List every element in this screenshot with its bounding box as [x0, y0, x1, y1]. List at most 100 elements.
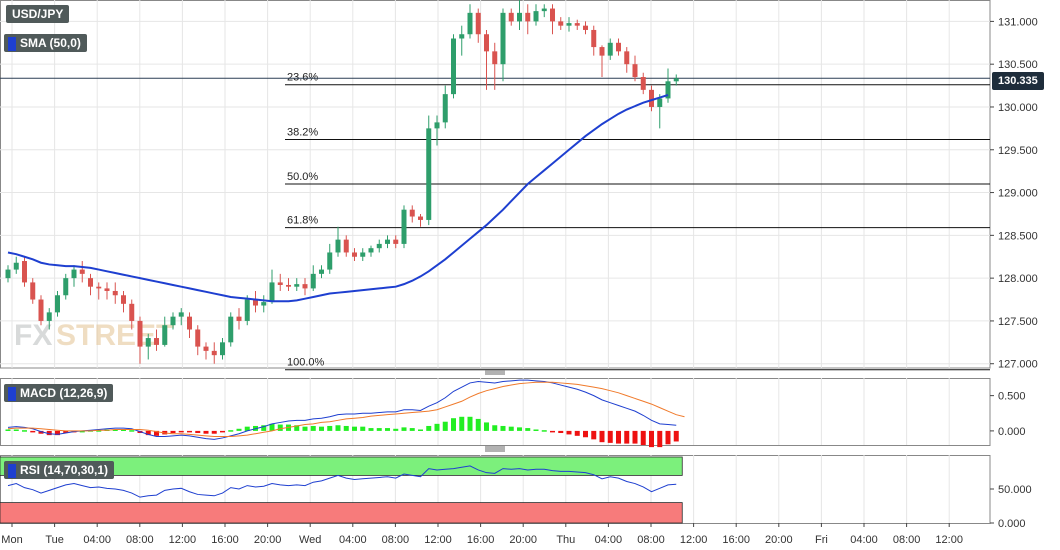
candle-body	[63, 278, 69, 296]
candle-body	[286, 284, 291, 287]
rsi-label: RSI (14,70,30,1)	[4, 461, 115, 479]
macd-histogram-bar	[335, 425, 341, 431]
x-tick-label: 08:00	[126, 534, 154, 546]
candle-body	[583, 25, 588, 30]
x-tick-label: 12:00	[935, 534, 963, 546]
candle-body	[121, 295, 126, 304]
y-tick-label: 130.000	[998, 102, 1038, 114]
macd-histogram-bar	[574, 430, 580, 436]
macd-histogram-bar	[343, 425, 349, 431]
macd-histogram-bar	[195, 430, 201, 434]
sma-color-swatch	[8, 37, 16, 51]
candle-body	[302, 284, 308, 289]
macd-histogram-bar	[616, 430, 621, 444]
candle-body	[5, 269, 11, 279]
candle-body	[599, 47, 605, 56]
macd-histogram-bar	[508, 426, 514, 431]
y-tick-label: 129.000	[998, 188, 1038, 200]
x-tick-label: 16:00	[211, 534, 239, 546]
candle-body	[137, 320, 143, 347]
macd-histogram-bar	[360, 426, 366, 431]
candle-body	[541, 8, 547, 12]
macd-histogram-bar	[319, 426, 324, 431]
x-tick-label: 20:00	[254, 534, 282, 546]
macd-histogram-bar	[277, 424, 283, 431]
macd-histogram-bar	[484, 422, 489, 431]
macd-line	[7, 379, 677, 440]
candle-body	[673, 78, 679, 82]
macd-histogram-bar	[459, 416, 465, 431]
candle-body	[459, 34, 465, 39]
macd-histogram-bar	[5, 429, 11, 431]
candle-body	[665, 81, 671, 99]
macd-histogram-bar	[583, 430, 588, 438]
macd-histogram-bar	[211, 430, 217, 434]
y-tick-label: 128.500	[998, 230, 1038, 242]
rsi-overbought-zone	[0, 456, 683, 476]
candle-body	[607, 42, 613, 56]
macd-histogram-bar	[550, 430, 555, 433]
candle-body	[640, 77, 646, 90]
candle-body	[409, 209, 415, 217]
x-tick-label: 04:00	[595, 534, 623, 546]
macd-histogram-bar	[409, 428, 415, 431]
candle-body	[591, 29, 597, 48]
macd-panel-border	[0, 378, 991, 446]
candle-body	[38, 299, 44, 321]
macd-histogram-bar	[649, 430, 654, 448]
y-tick-label: 130.500	[998, 59, 1038, 71]
macd-histogram-bar	[541, 430, 547, 432]
macd-histogram-bar	[63, 430, 69, 434]
candle-body	[451, 38, 456, 95]
candle-body	[393, 239, 399, 244]
sma-label-text: SMA (50,0)	[20, 36, 81, 50]
x-tick-label: 16:00	[467, 534, 495, 546]
macd-histogram-bar	[178, 430, 184, 433]
candle-body	[79, 269, 85, 274]
x-tick-label: 08:00	[382, 534, 410, 546]
y-tick-label: 127.000	[998, 359, 1038, 371]
x-tick-label: 12:00	[680, 534, 708, 546]
watermark-fx: FX	[14, 319, 52, 352]
macd-y-tick-label: 0.500	[998, 391, 1026, 403]
candle-body	[154, 338, 159, 345]
rsi-y-tick-label: 50.000	[998, 484, 1032, 496]
macd-histogram-bar	[385, 428, 390, 431]
candle-body	[277, 282, 283, 285]
candle-body	[104, 288, 110, 291]
candle-body	[352, 252, 357, 257]
macd-y-tick-label: 0.000	[998, 426, 1026, 438]
fib-level-label: 23.6%	[287, 72, 318, 84]
candle-body	[195, 329, 201, 347]
macd-histogram-bar	[599, 430, 605, 443]
candle-body	[385, 239, 390, 244]
rsi-color-swatch	[8, 464, 16, 478]
macd-histogram-bar	[96, 430, 102, 432]
macd-histogram-bar	[467, 416, 473, 431]
macd-histogram-bar	[566, 430, 572, 435]
macd-histogram-bar	[244, 426, 250, 431]
macd-histogram-bar	[236, 428, 242, 431]
macd-histogram-bar	[451, 418, 456, 431]
rsi-y-tick-label: 0.000	[998, 518, 1026, 530]
candle-body	[574, 23, 580, 26]
x-tick-label: Tue	[45, 534, 64, 546]
candle-body	[178, 312, 184, 317]
candle-body	[319, 269, 324, 274]
rsi-oversold-zone	[0, 502, 683, 524]
macd-histogram-bar	[294, 425, 300, 431]
macd-histogram-bar	[434, 423, 440, 431]
candle-body	[162, 325, 168, 345]
macd-label-text: MACD (12,26,9)	[20, 386, 108, 400]
candle-body	[145, 338, 151, 347]
candle-body	[55, 295, 60, 313]
macd-histogram-bar	[203, 430, 209, 434]
candle-body	[368, 248, 374, 253]
candle-body	[566, 23, 572, 26]
candle-body	[269, 282, 275, 303]
candle-body	[220, 342, 225, 356]
macd-histogram-bar	[517, 427, 522, 431]
macd-histogram-bar	[302, 426, 308, 431]
macd-histogram-bar	[673, 430, 679, 442]
